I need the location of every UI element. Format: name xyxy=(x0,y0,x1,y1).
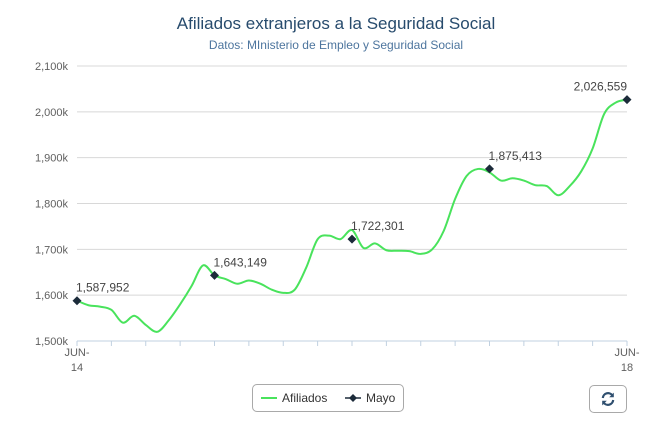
data-labels: 1,587,952 1,643,149 1,722,301 1,875,413 2,02… xyxy=(76,80,627,295)
legend-item-afiliados[interactable]: Afiliados xyxy=(261,391,327,405)
mayo-marker[interactable] xyxy=(347,234,357,244)
data-label: 1,722,301 xyxy=(351,219,405,233)
mayo-marker[interactable] xyxy=(485,164,494,174)
mayo-marker[interactable] xyxy=(210,270,219,280)
series-line-afiliados xyxy=(76,98,628,333)
data-label: 1,643,149 xyxy=(214,255,268,269)
data-label: 1,587,952 xyxy=(76,281,130,295)
x-tick-label: JUN- xyxy=(614,347,639,359)
mayo-marker[interactable] xyxy=(72,296,82,306)
refresh-icon xyxy=(600,391,616,407)
legend-item-mayo[interactable]: Mayo xyxy=(345,391,396,405)
legend: Afiliados Mayo xyxy=(252,384,404,412)
legend-diamond-marker xyxy=(349,394,357,402)
y-tick-label: 2,100k xyxy=(35,61,69,73)
y-tick-label: 1,900k xyxy=(35,153,69,165)
y-tick-label: 1,500k xyxy=(35,336,69,348)
grid-lines xyxy=(77,65,627,296)
mayo-marker[interactable] xyxy=(622,95,632,105)
axes: 1,500k 1,600k 1,700k 1,800k 1,900k 2,000k 2,10… xyxy=(35,61,640,374)
legend-label-afiliados: Afiliados xyxy=(282,391,327,405)
legend-svg: Afiliados Mayo xyxy=(261,391,396,405)
refresh-button[interactable] xyxy=(589,385,627,413)
data-label: 2,026,559 xyxy=(574,80,628,94)
plot-area xyxy=(72,95,632,333)
data-label: 1,875,413 xyxy=(489,149,543,163)
x-tick-label: 14 xyxy=(71,362,83,374)
x-tick-label: 18 xyxy=(621,362,633,374)
y-tick-label: 1,800k xyxy=(35,199,69,211)
chart-title: Afiliados extranjeros a la Seguridad Soc… xyxy=(177,14,495,33)
y-tick-label: 2,000k xyxy=(35,107,69,119)
legend-label-mayo: Mayo xyxy=(366,391,396,405)
y-tick-label: 1,700k xyxy=(35,244,69,256)
y-tick-label: 1,600k xyxy=(35,290,69,302)
x-tick-label: JUN- xyxy=(64,347,89,359)
chart-subtitle: Datos: MInisterio de Empleo y Seguridad … xyxy=(209,38,463,52)
